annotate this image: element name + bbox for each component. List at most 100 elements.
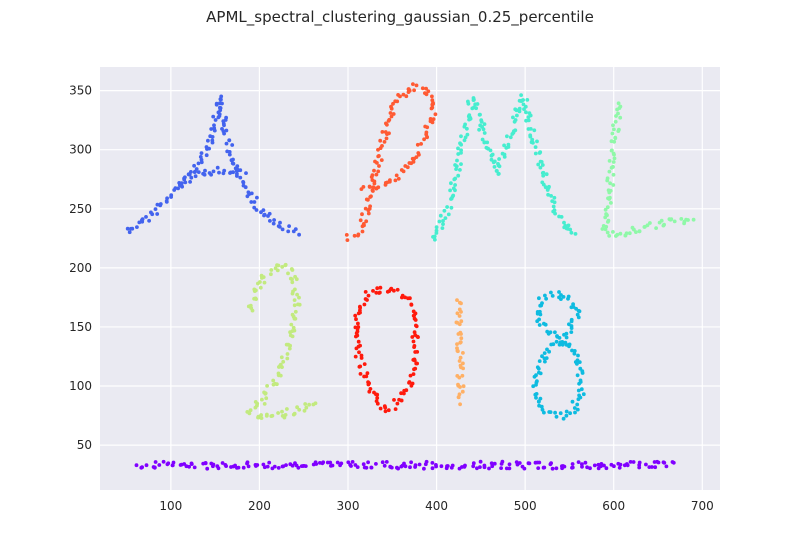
data-point	[153, 460, 158, 464]
data-point	[539, 404, 544, 409]
data-point	[600, 227, 605, 231]
data-point	[535, 379, 539, 383]
data-point	[459, 148, 463, 153]
data-point	[267, 211, 272, 216]
data-point	[537, 323, 542, 327]
data-point	[499, 462, 504, 466]
data-point	[534, 373, 538, 378]
data-point	[437, 219, 442, 224]
data-point	[451, 186, 456, 191]
data-point	[293, 316, 298, 321]
data-point	[520, 98, 524, 103]
data-point	[364, 465, 369, 470]
data-point	[265, 464, 270, 469]
data-point	[286, 342, 291, 347]
data-point	[440, 226, 445, 231]
data-point	[412, 156, 416, 161]
data-point	[644, 462, 648, 467]
data-point	[539, 160, 544, 164]
data-point	[455, 342, 459, 346]
data-point	[613, 136, 618, 141]
data-point	[213, 118, 218, 122]
data-point	[489, 461, 494, 466]
data-point	[371, 289, 375, 293]
data-point	[354, 317, 358, 322]
data-point	[224, 128, 229, 133]
data-point	[386, 408, 391, 413]
data-point	[472, 105, 476, 110]
data-point	[449, 197, 453, 201]
data-point	[339, 461, 344, 466]
data-point	[455, 311, 460, 316]
data-point	[358, 305, 362, 310]
data-point	[144, 215, 148, 219]
data-point	[258, 280, 262, 284]
data-point	[325, 460, 330, 465]
data-point	[607, 159, 612, 163]
data-point	[176, 186, 181, 191]
data-point	[290, 329, 295, 333]
data-point	[354, 331, 359, 335]
data-point	[287, 346, 292, 351]
data-point	[480, 137, 485, 142]
data-point	[189, 175, 194, 180]
data-point	[262, 390, 266, 395]
data-point	[514, 460, 519, 464]
data-point	[669, 217, 674, 222]
data-point	[607, 190, 612, 195]
data-point	[467, 113, 472, 118]
data-point	[276, 373, 281, 378]
data-point	[392, 398, 396, 402]
data-point	[223, 463, 228, 467]
data-point	[280, 409, 284, 414]
data-point	[383, 409, 388, 414]
data-point	[404, 94, 409, 99]
data-point	[500, 151, 505, 156]
data-point	[611, 123, 615, 128]
data-point	[396, 466, 400, 471]
data-point	[229, 465, 233, 469]
data-point	[292, 303, 297, 308]
data-point	[431, 102, 435, 106]
data-point	[368, 387, 373, 391]
data-point	[609, 201, 613, 205]
data-point	[268, 219, 272, 223]
data-point	[414, 324, 419, 329]
data-point	[615, 232, 620, 237]
data-point	[559, 297, 563, 301]
data-point	[252, 205, 257, 210]
data-point	[523, 104, 528, 109]
data-point	[379, 158, 384, 163]
data-point	[259, 413, 263, 417]
data-point	[576, 353, 580, 358]
data-point	[517, 106, 522, 111]
data-point	[218, 108, 223, 113]
data-point	[270, 413, 275, 418]
data-point	[576, 388, 581, 393]
data-point	[335, 460, 340, 465]
data-point	[212, 126, 217, 131]
data-point	[384, 460, 389, 464]
data-point	[543, 293, 547, 298]
data-point	[463, 135, 468, 140]
data-point	[455, 374, 460, 378]
data-point	[205, 466, 210, 471]
data-point	[129, 226, 133, 231]
data-point	[637, 229, 642, 234]
data-point	[545, 329, 550, 334]
data-point	[147, 218, 152, 223]
data-point	[204, 145, 209, 149]
data-point	[455, 346, 459, 350]
data-point	[526, 115, 531, 119]
data-point	[506, 142, 511, 147]
data-point	[271, 378, 276, 383]
data-point	[211, 462, 216, 467]
data-point	[409, 383, 414, 388]
data-point	[276, 411, 280, 415]
data-point	[564, 331, 569, 336]
data-point	[285, 352, 290, 356]
data-point	[241, 465, 246, 470]
data-point	[179, 181, 184, 186]
data-point	[550, 199, 555, 204]
data-point	[127, 230, 132, 235]
